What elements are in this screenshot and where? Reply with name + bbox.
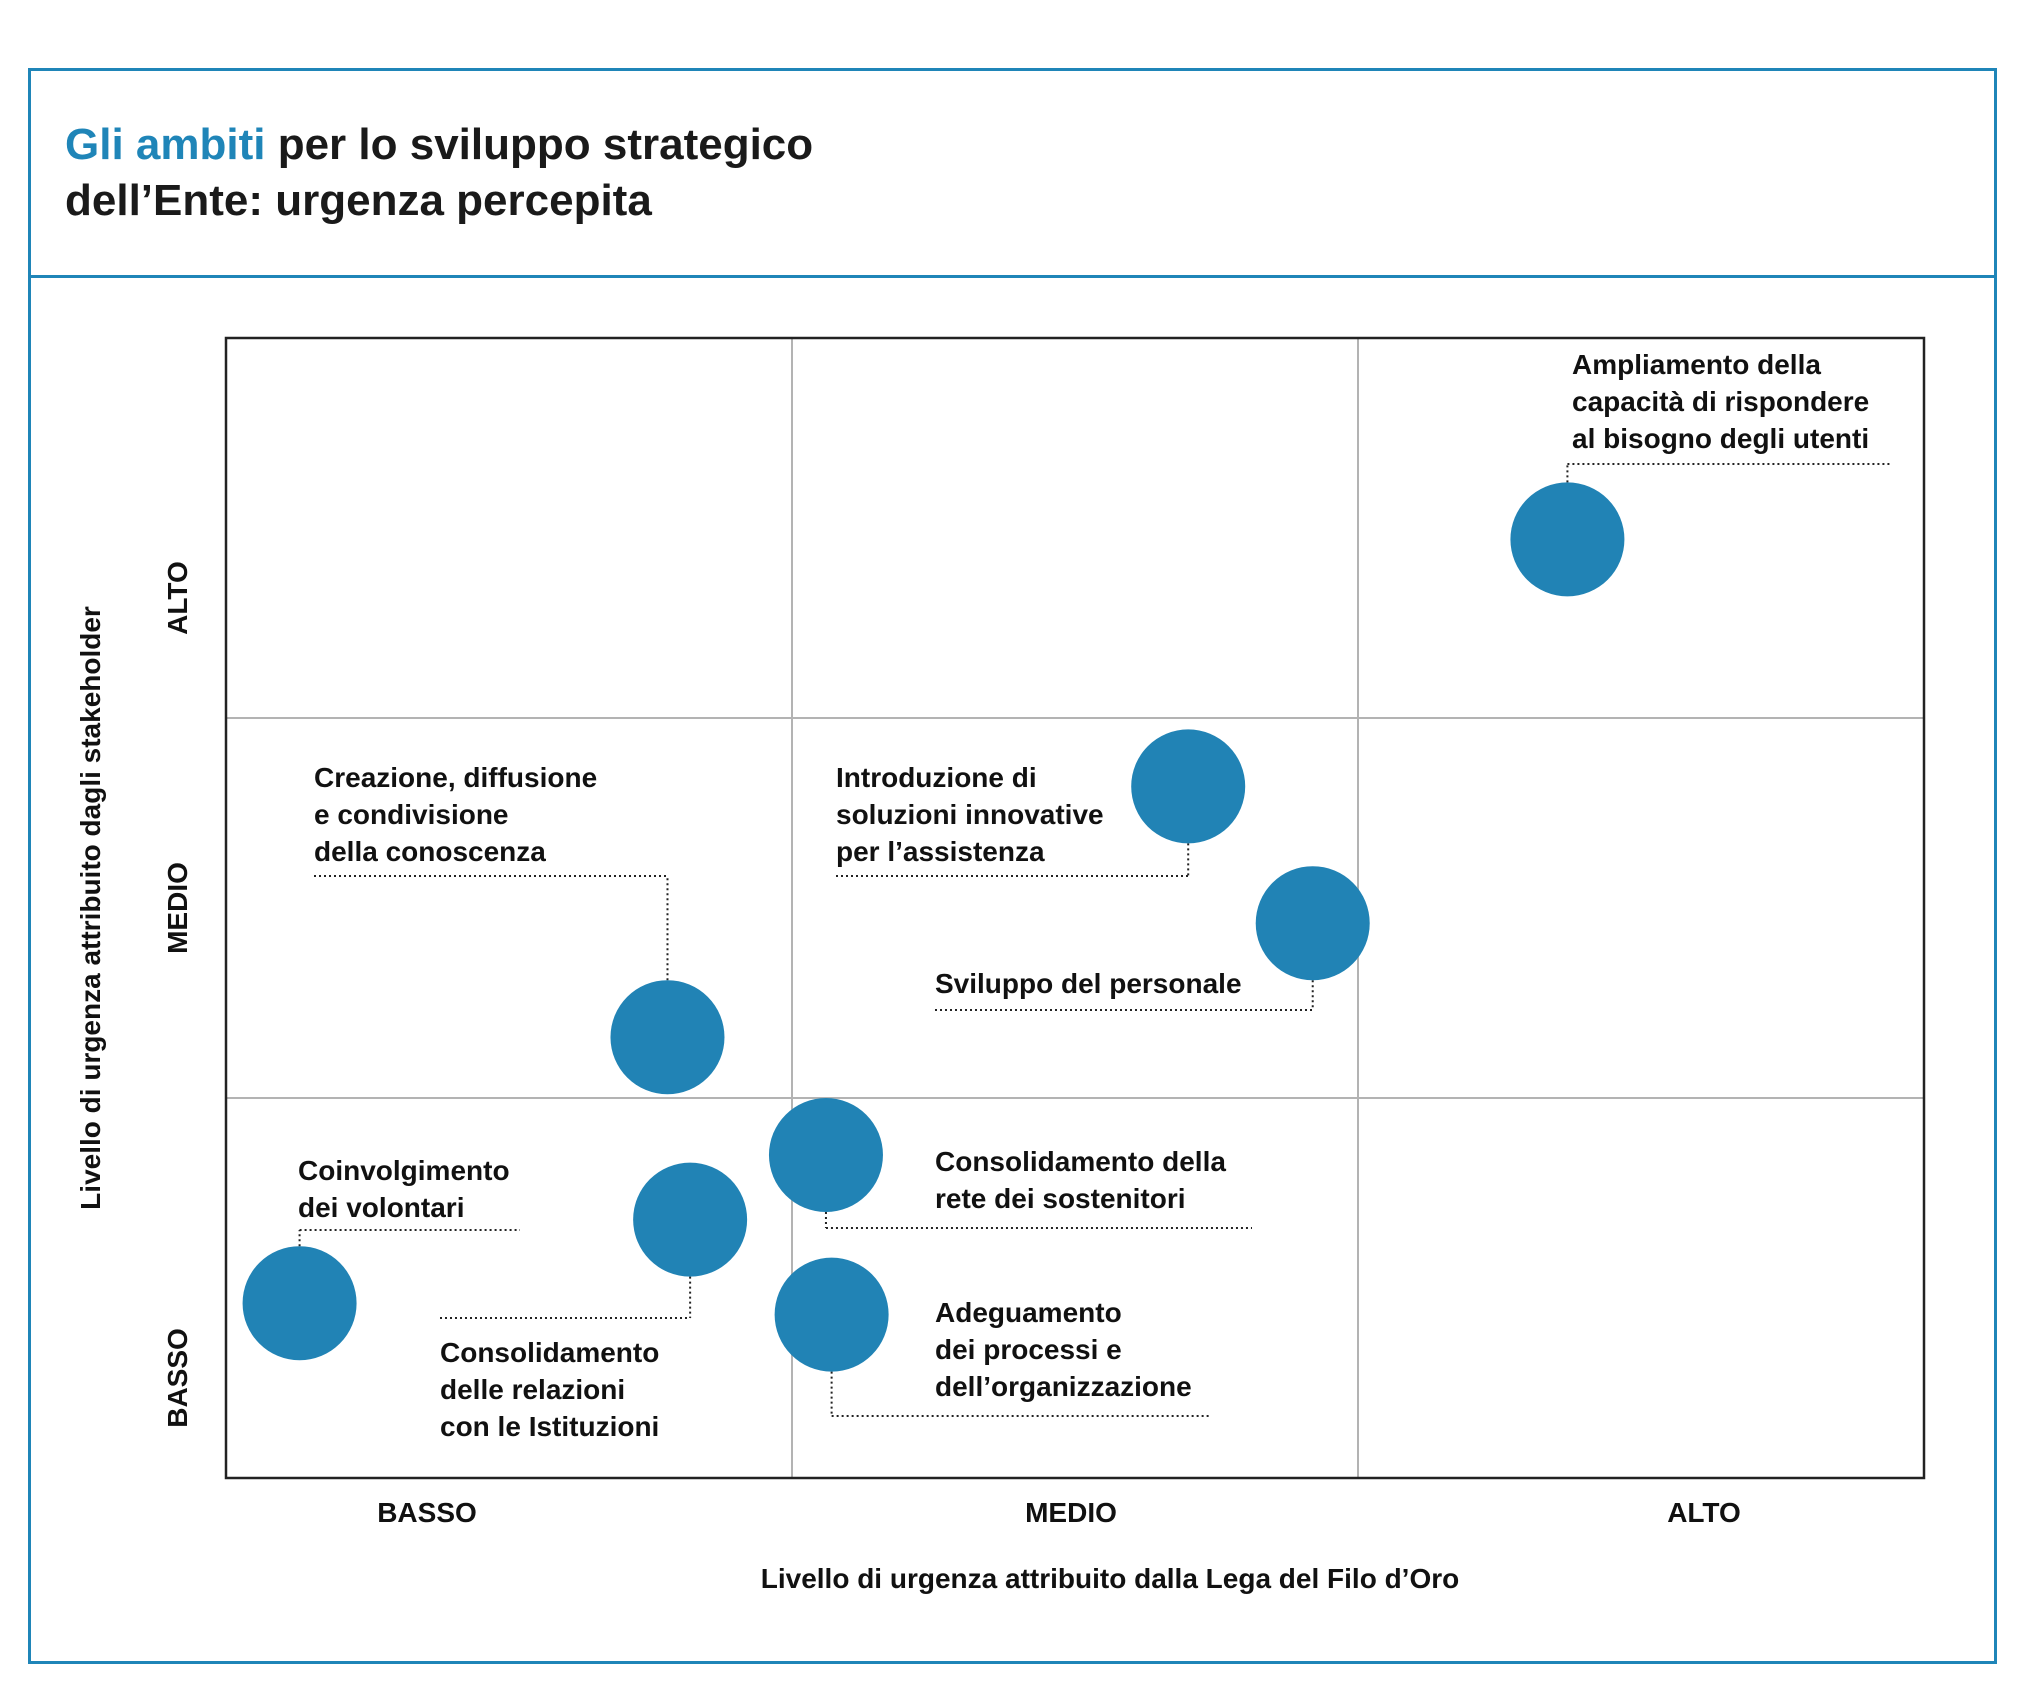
point-label-line: Consolidamento della	[935, 1146, 1226, 1177]
point-label: Consolidamento della rete dei sostenitori	[935, 1146, 1226, 1214]
point-label-line: per l’assistenza	[836, 836, 1045, 867]
infographic-frame: Gli ambiti per lo sviluppo strategico de…	[28, 68, 1997, 1664]
leader-line	[1566, 463, 1892, 483]
y-tick-label: MEDIO	[162, 862, 193, 954]
point-label: Creazione, diffusione e condivisione della…	[314, 762, 597, 867]
data-point	[610, 980, 725, 1095]
x-tick-label: ALTO	[1667, 1497, 1741, 1528]
point-labels: Ampliamento della capacità di rispondere a…	[298, 349, 1869, 1442]
title-line1-rest: per lo sviluppo strategico	[265, 120, 814, 169]
point-label-line: rete dei sostenitori	[935, 1183, 1186, 1214]
point-label-line: con le Istituzioni	[440, 1411, 659, 1442]
y-tick-label: ALTO	[162, 561, 193, 635]
chart-title: Gli ambiti per lo sviluppo strategico de…	[65, 117, 813, 229]
point-label-line: delle relazioni	[440, 1374, 625, 1405]
leader-line	[298, 1229, 520, 1247]
point-label-line: al bisogno degli utenti	[1572, 423, 1869, 454]
data-point	[633, 1162, 748, 1277]
y-axis-title: Livello di urgenza attribuito dagli stak…	[75, 606, 106, 1210]
point-label: Ampliamento della capacità di rispondere a…	[1572, 349, 1869, 454]
data-point	[1255, 866, 1370, 981]
x-tick-label: BASSO	[377, 1497, 477, 1528]
data-point	[768, 1098, 883, 1212]
leader-line	[836, 843, 1190, 877]
leader-line	[824, 1212, 1252, 1229]
leader-line	[440, 1276, 692, 1319]
point-label-line: Adeguamento	[935, 1297, 1122, 1328]
point-label-line: soluzioni innovative	[836, 799, 1104, 830]
x-tick-label: MEDIO	[1025, 1497, 1117, 1528]
point-label-line: Creazione, diffusione	[314, 762, 597, 793]
title-line2: dell’Ente: urgenza percepita	[65, 176, 652, 225]
point-label-line: Coinvolgimento	[298, 1155, 510, 1186]
header: Gli ambiti per lo sviluppo strategico de…	[31, 71, 1994, 278]
point-label-line: dei volontari	[298, 1192, 464, 1223]
point-label-line: della conoscenza	[314, 836, 546, 867]
data-point	[242, 1246, 357, 1361]
point-label: Coinvolgimento dei volontari	[298, 1155, 510, 1223]
point-label-line: capacità di rispondere	[1572, 386, 1869, 417]
data-point	[1510, 482, 1625, 597]
leader-line	[314, 875, 669, 981]
point-label-line: Introduzione di	[836, 762, 1037, 793]
axis-ticks: BASSO MEDIO ALTO BASSO MEDIO ALTO	[162, 561, 1741, 1528]
point-label: Consolidamento delle relazioni con le Isti…	[440, 1337, 659, 1442]
point-label-line: Consolidamento	[440, 1337, 659, 1368]
point-label-line: Ampliamento della	[1572, 349, 1821, 380]
y-tick-label: BASSO	[162, 1328, 193, 1428]
point-label-line: dei processi e	[935, 1334, 1122, 1365]
x-axis-title: Livello di urgenza attribuito dalla Lega…	[761, 1563, 1460, 1594]
title-accent: Gli ambiti	[65, 120, 266, 169]
data-point	[1131, 729, 1246, 844]
data-points	[242, 482, 1625, 1372]
plot-border	[224, 336, 1926, 1480]
point-label-line: e condivisione	[314, 799, 509, 830]
point-label: Sviluppo del personale	[935, 968, 1242, 999]
point-label-line: Sviluppo del personale	[935, 968, 1242, 999]
leader-line	[830, 1371, 1210, 1417]
data-point	[774, 1257, 889, 1372]
point-label-line: dell’organizzazione	[935, 1371, 1192, 1402]
point-label: Introduzione di soluzioni innovative per l…	[836, 762, 1104, 867]
grid	[224, 336, 1926, 1480]
leader-lines	[298, 463, 1892, 1417]
point-label: Adeguamento dei processi e dell’organizzaz…	[935, 1297, 1192, 1402]
